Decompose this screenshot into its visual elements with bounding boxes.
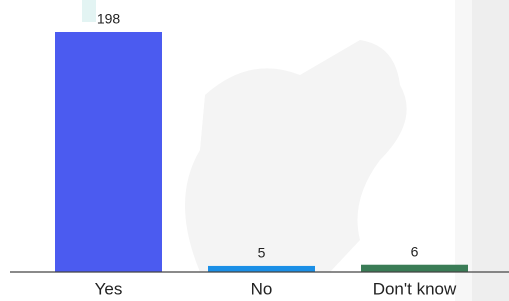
value-label: 5 (258, 245, 266, 261)
bar (361, 265, 468, 272)
value-label: 6 (411, 243, 419, 259)
side-panel (472, 0, 509, 301)
bar (55, 32, 162, 272)
chart: 198 Yes 5 No 6 Don't know (0, 0, 509, 301)
category-label: Don't know (373, 279, 457, 298)
bar (208, 266, 315, 272)
backdrop-strip (82, 0, 96, 22)
value-label: 198 (97, 11, 121, 27)
category-label: Yes (95, 279, 123, 298)
side-panel-edge (455, 0, 472, 301)
category-label: No (251, 279, 273, 298)
